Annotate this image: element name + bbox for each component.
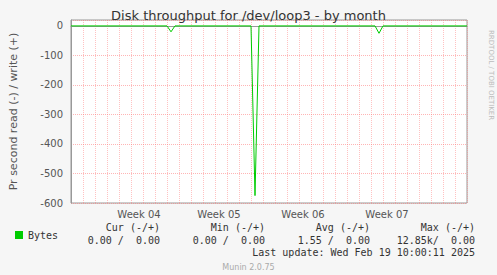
svg-text:Max (-/+): Max (-/+) [421,222,475,233]
svg-text:-600: -600 [40,198,63,209]
svg-text:Week 06: Week 06 [281,209,324,220]
svg-text:Bytes: Bytes [28,230,58,241]
svg-text:-300: -300 [40,109,63,120]
svg-text:12.85k/ 0.00: 12.85k/ 0.00 [397,235,475,246]
svg-text:0.00 / 0.00: 0.00 / 0.00 [88,235,160,246]
svg-text:-100: -100 [40,50,63,61]
svg-text:0.00 / 0.00: 0.00 / 0.00 [193,235,265,246]
svg-text:-400: -400 [40,138,63,149]
svg-text:Cur (-/+): Cur (-/+) [106,222,160,233]
svg-text:Pr second read (-) / write (+): Pr second read (-) / write (+) [7,33,20,191]
svg-text:RRDTOOL / TOBI OETIKER: RRDTOOL / TOBI OETIKER [487,30,495,120]
svg-text:Munin 2.0.75: Munin 2.0.75 [222,263,274,272]
svg-text:-200: -200 [40,79,63,90]
svg-text:-500: -500 [40,168,63,179]
svg-text:Min (-/+): Min (-/+) [211,222,265,233]
svg-text:1.55 / 0.00: 1.55 / 0.00 [298,235,370,246]
svg-text:Disk throughput for /dev/loop3: Disk throughput for /dev/loop3 - by mont… [111,8,386,23]
svg-text:Week 05: Week 05 [197,209,240,220]
svg-text:Last update: Wed Feb 19 10:00:: Last update: Wed Feb 19 10:00:11 2025 [252,247,475,258]
svg-text:0: 0 [57,20,63,31]
svg-text:Avg (-/+): Avg (-/+) [316,222,370,233]
svg-text:Week 07: Week 07 [365,209,408,220]
svg-text:Week 04: Week 04 [117,209,160,220]
